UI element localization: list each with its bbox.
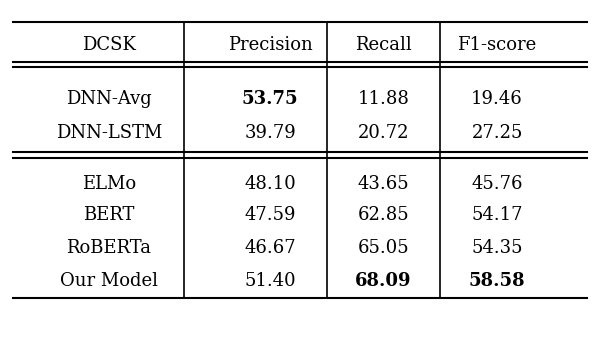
Text: 11.88: 11.88 <box>358 90 410 107</box>
Text: 43.65: 43.65 <box>358 175 409 193</box>
Text: ELMo: ELMo <box>82 175 136 193</box>
Text: RoBERTa: RoBERTa <box>67 239 151 257</box>
Text: 20.72: 20.72 <box>358 124 409 142</box>
Text: 62.85: 62.85 <box>358 206 409 224</box>
Text: 46.67: 46.67 <box>244 239 296 257</box>
Text: 51.40: 51.40 <box>244 272 296 290</box>
Text: 54.35: 54.35 <box>472 239 523 257</box>
Text: 54.17: 54.17 <box>472 206 523 224</box>
Text: DCSK: DCSK <box>82 36 136 54</box>
Text: Precision: Precision <box>228 36 313 54</box>
Text: 53.75: 53.75 <box>242 90 298 107</box>
Text: 65.05: 65.05 <box>358 239 409 257</box>
Text: 45.76: 45.76 <box>472 175 523 193</box>
Text: Our Model: Our Model <box>60 272 158 290</box>
Text: Recall: Recall <box>355 36 412 54</box>
Text: 27.25: 27.25 <box>472 124 523 142</box>
Text: DNN-LSTM: DNN-LSTM <box>56 124 162 142</box>
Text: 47.59: 47.59 <box>244 206 296 224</box>
Text: 58.58: 58.58 <box>469 272 526 290</box>
Text: F1-score: F1-score <box>457 36 537 54</box>
Text: 39.79: 39.79 <box>244 124 296 142</box>
Text: 68.09: 68.09 <box>355 272 412 290</box>
Text: BERT: BERT <box>83 206 134 224</box>
Text: 48.10: 48.10 <box>244 175 296 193</box>
Text: 19.46: 19.46 <box>471 90 523 107</box>
Text: DNN-Avg: DNN-Avg <box>66 90 152 107</box>
